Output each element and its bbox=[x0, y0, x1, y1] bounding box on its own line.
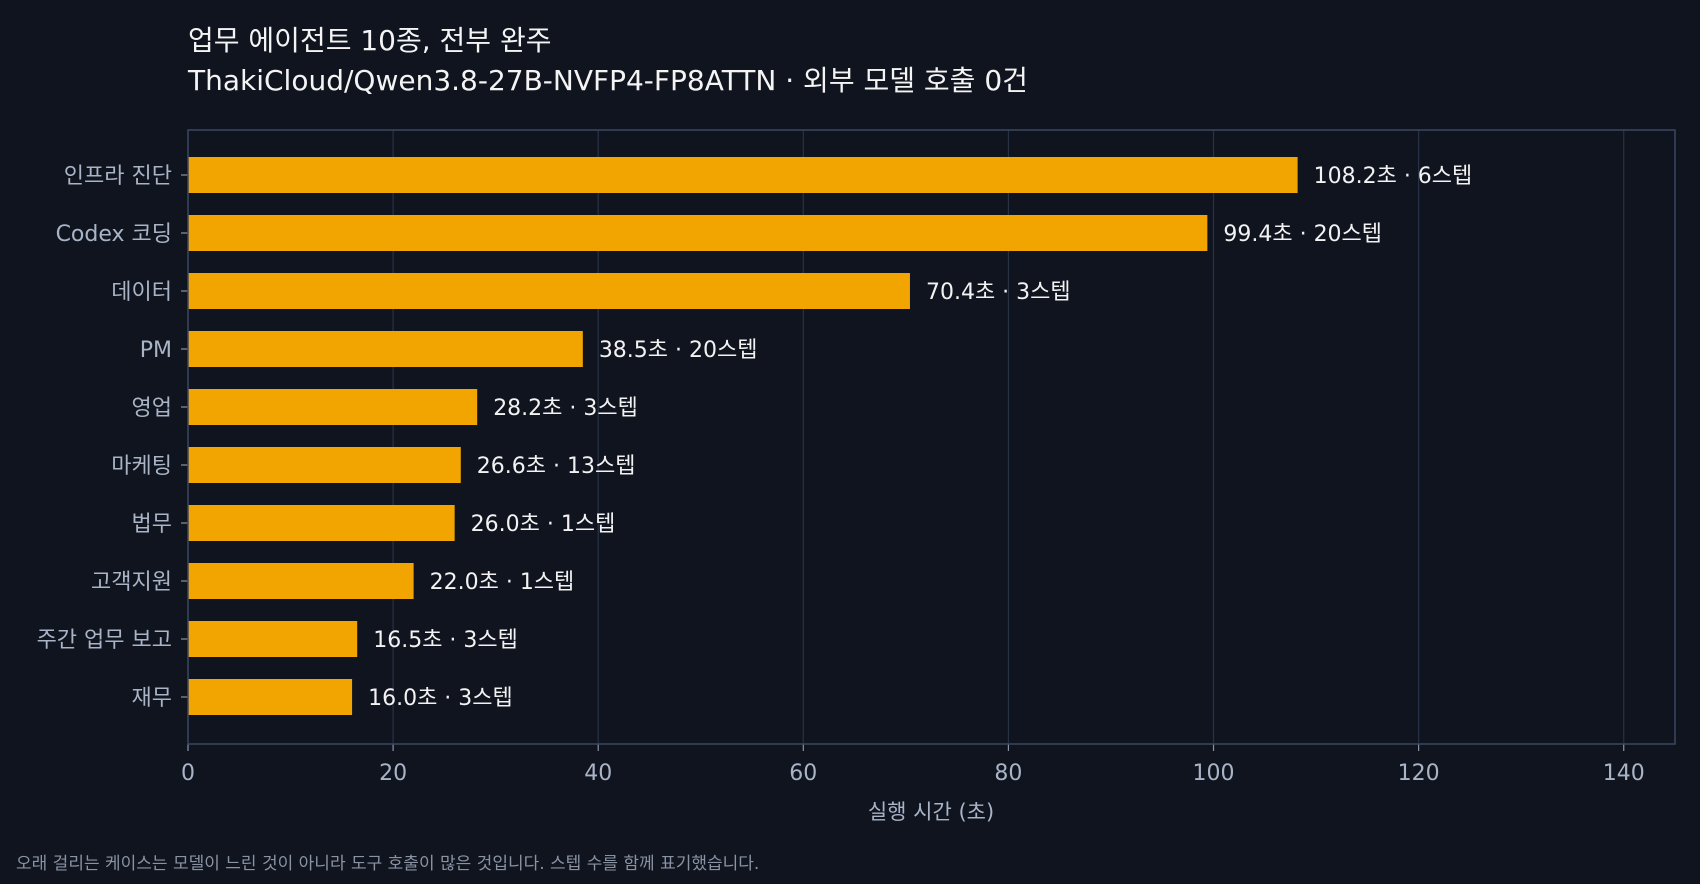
data-labels: 108.2초 · 6스텝 99.4초 · 20스텝 70.4초 · 3스텝 38.5초… bbox=[368, 164, 1472, 711]
x-tick-label: 80 bbox=[994, 761, 1022, 786]
bar bbox=[188, 157, 1298, 193]
x-tick-label: 0 bbox=[181, 761, 195, 786]
x-axis-ticks: 0 20 40 60 80 100 120 140 bbox=[181, 744, 1645, 786]
data-label: 28.2초 · 3스텝 bbox=[493, 396, 638, 421]
bar bbox=[188, 331, 583, 367]
category-label: 고객지원 bbox=[91, 570, 172, 595]
category-label: 영업 bbox=[132, 396, 172, 421]
data-label: 16.5초 · 3스텝 bbox=[373, 628, 518, 653]
x-axis-title: 실행 시간 (초) bbox=[868, 800, 994, 824]
category-label: 데이터 bbox=[111, 280, 172, 305]
data-label: 70.4초 · 3스텝 bbox=[926, 280, 1071, 305]
chart-title: 업무 에이전트 10종, 전부 완주 bbox=[188, 24, 552, 57]
bar bbox=[188, 621, 358, 657]
data-label: 26.6초 · 13스텝 bbox=[477, 454, 636, 479]
footnote: 오래 걸리는 케이스는 모델이 느린 것이 아니라 도구 호출이 많은 것입니다… bbox=[16, 854, 759, 874]
bar bbox=[188, 273, 910, 309]
data-label: 22.0초 · 1스텝 bbox=[430, 570, 575, 595]
bar bbox=[188, 447, 461, 483]
category-label: 재무 bbox=[132, 686, 172, 711]
data-label: 16.0초 · 3스텝 bbox=[368, 686, 513, 711]
bar bbox=[188, 215, 1208, 251]
x-tick-label: 120 bbox=[1398, 761, 1440, 786]
data-label: 26.0초 · 1스텝 bbox=[471, 512, 616, 537]
category-label: Codex 코딩 bbox=[56, 222, 172, 247]
data-label: 99.4초 · 20스텝 bbox=[1223, 222, 1382, 247]
bars bbox=[188, 157, 1298, 715]
x-tick-label: 40 bbox=[584, 761, 612, 786]
x-tick-label: 20 bbox=[379, 761, 407, 786]
chart-subtitle: ThakiCloud/Qwen3.8-27B-NVFP4-FP8ATTN · 외… bbox=[187, 64, 1028, 97]
category-label: 마케팅 bbox=[111, 454, 172, 479]
category-label: PM bbox=[140, 338, 172, 363]
data-label: 38.5초 · 20스텝 bbox=[599, 338, 758, 363]
category-label: 인프라 진단 bbox=[64, 164, 172, 189]
bar bbox=[188, 389, 478, 425]
category-label: 법무 bbox=[132, 512, 172, 537]
bar bbox=[188, 505, 455, 541]
x-tick-label: 60 bbox=[789, 761, 817, 786]
x-tick-label: 100 bbox=[1193, 761, 1235, 786]
category-label: 주간 업무 보고 bbox=[37, 628, 172, 653]
data-label: 108.2초 · 6스텝 bbox=[1314, 164, 1473, 189]
bar bbox=[188, 563, 414, 599]
x-tick-label: 140 bbox=[1603, 761, 1645, 786]
bar bbox=[188, 679, 353, 715]
plot-frame bbox=[187, 129, 1676, 745]
